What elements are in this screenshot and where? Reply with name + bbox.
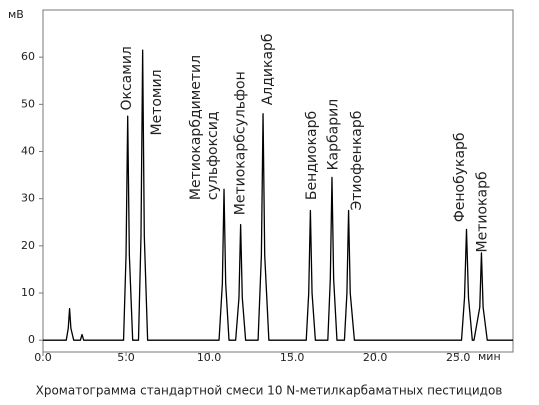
y-tick-label: 20 <box>21 239 35 252</box>
peak-label: Этиофенкарб <box>349 111 365 211</box>
peak-label: Фенобукарб <box>452 132 468 222</box>
x-tick-label: 10.0 <box>197 351 222 364</box>
peak-label: Карбарил <box>326 99 342 171</box>
x-tick-label: 20.0 <box>363 351 388 364</box>
peak-label: сульфоксид <box>205 111 221 200</box>
x-tick-label: 0.0 <box>34 351 52 364</box>
y-tick-label: 10 <box>21 286 35 299</box>
chromatogram-trace <box>43 49 513 341</box>
peak-label: Метиокарбсульфон <box>233 71 249 215</box>
chart-caption: Хроматограмма стандартной смеси 10 N-мет… <box>36 384 503 398</box>
x-tick-label: 5.0 <box>117 351 135 364</box>
x-tick-label: 15.0 <box>280 351 305 364</box>
peak-label: Алдикарб <box>260 33 276 105</box>
x-tick-label: 25.0 <box>446 351 471 364</box>
peak-label: Метиокарб <box>474 171 490 252</box>
x-axis-label: мин <box>478 350 501 363</box>
peak-label: Бендиокарб <box>304 111 320 200</box>
peak-label: Метиокарбдиметил <box>188 55 204 200</box>
plot-frame <box>42 9 514 353</box>
y-tick-label: 40 <box>21 145 35 158</box>
y-tick-label: 60 <box>21 50 35 63</box>
y-tick-label: 30 <box>21 192 35 205</box>
peak-label: Метомил <box>149 69 165 135</box>
peak-label: Оксамил <box>119 46 135 110</box>
y-tick-label: 50 <box>21 97 35 110</box>
y-axis-label: мВ <box>8 8 24 21</box>
y-tick-label: 0 <box>28 333 35 346</box>
